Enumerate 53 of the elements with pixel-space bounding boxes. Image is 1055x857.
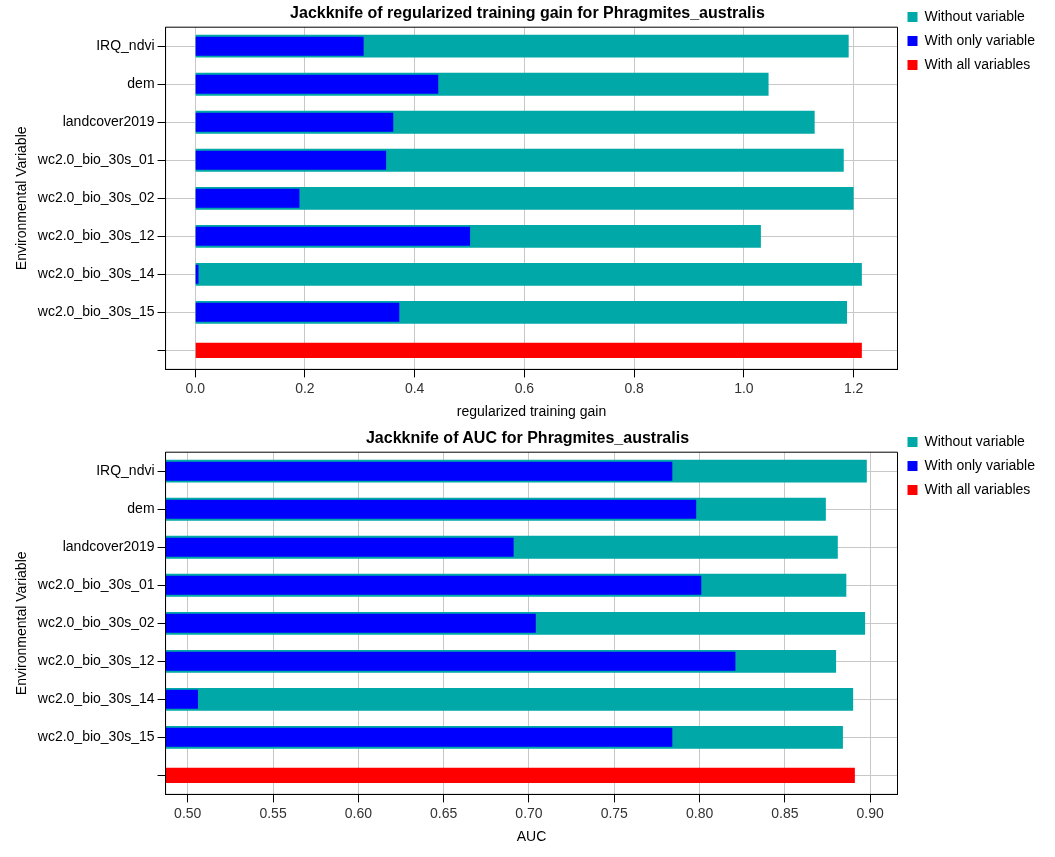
y-tick-label: IRQ_ndvi — [96, 37, 155, 54]
y-tick-label: wc2.0_bio_30s_01 — [36, 151, 155, 168]
x-tick-label: 0.80 — [685, 804, 714, 821]
legend-label: Without variable — [924, 432, 1026, 449]
bar — [195, 262, 862, 286]
x-tick-label: 0.55 — [259, 804, 287, 821]
y-tick-label: wc2.0_bio_30s_12 — [36, 652, 155, 669]
x-tick-label: 0.2 — [295, 379, 315, 396]
y-axis-title: Environmental Variable — [13, 551, 30, 696]
x-tick-label: 0.75 — [600, 804, 629, 821]
x-tick-label: 0.65 — [430, 804, 458, 821]
x-tick-label: 1.2 — [843, 379, 864, 396]
y-tick-label: wc2.0_bio_30s_01 — [36, 576, 155, 593]
legend-label: With all variables — [924, 55, 1031, 72]
y-tick-label: dem — [127, 500, 155, 517]
x-axis-title: AUC — [516, 828, 547, 845]
y-tick-label: wc2.0_bio_30s_12 — [36, 227, 155, 244]
x-tick-label: 0.60 — [344, 804, 373, 821]
y-tick-label: landcover2019 — [62, 113, 155, 130]
legend-label: With only variable — [924, 31, 1036, 48]
bar — [195, 188, 300, 208]
x-tick-label: 1.0 — [734, 379, 754, 396]
x-tick-label: 0.0 — [185, 379, 206, 396]
x-tick-label: 0.50 — [174, 804, 202, 821]
y-tick-label: wc2.0_bio_30s_14 — [36, 690, 155, 707]
x-tick-label: 0.4 — [404, 379, 425, 396]
y-tick-label: wc2.0_bio_30s_02 — [36, 189, 155, 206]
y-tick-label: wc2.0_bio_30s_02 — [36, 614, 155, 631]
y-tick-label: IRQ_ndvi — [96, 462, 155, 479]
y-axis-title: Environmental Variable — [13, 126, 30, 271]
x-tick-label: 0.85 — [771, 804, 799, 821]
legend-label: With all variables — [924, 480, 1031, 497]
x-tick-label: 0.8 — [624, 379, 645, 396]
chart-title: Jackknife of AUC for Phragmites_australis — [365, 429, 690, 447]
bar — [195, 36, 364, 56]
chart-title: Jackknife of regularized training gain for Phragmites_australis — [290, 4, 765, 22]
x-tick-label: 0.70 — [515, 804, 543, 821]
bar — [195, 74, 439, 94]
y-tick-label: landcover2019 — [62, 538, 155, 555]
y-tick-label: wc2.0_bio_30s_15 — [36, 303, 155, 320]
legend-label: Without variable — [924, 7, 1026, 24]
bar — [195, 112, 394, 132]
y-tick-label: dem — [127, 75, 155, 92]
bar — [195, 342, 862, 358]
x-axis-title: regularized training gain — [456, 403, 607, 420]
y-tick-label: wc2.0_bio_30s_14 — [36, 265, 155, 282]
bar — [195, 150, 387, 170]
bar — [195, 302, 400, 322]
y-tick-label: wc2.0_bio_30s_15 — [36, 728, 155, 745]
x-tick-label: 0.6 — [514, 379, 535, 396]
legend-label: With only variable — [924, 456, 1036, 473]
x-tick-label: 0.90 — [856, 804, 885, 821]
bar — [195, 226, 471, 246]
